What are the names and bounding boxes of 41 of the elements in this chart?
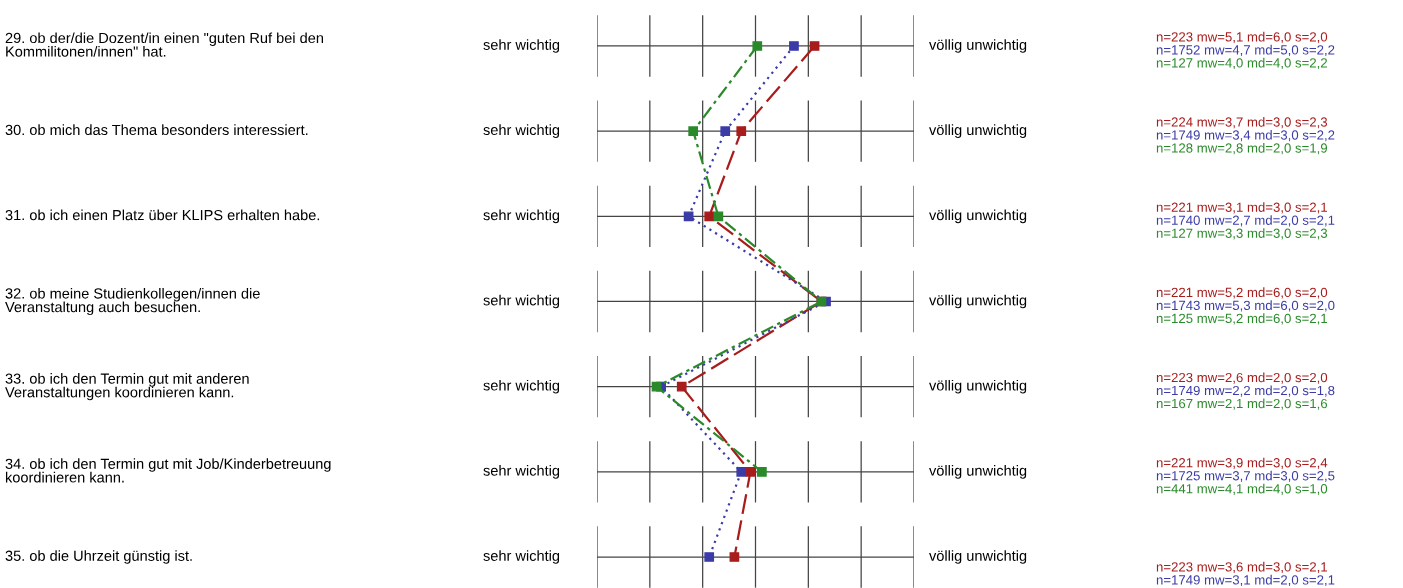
text: sehr wichtig xyxy=(483,209,560,224)
y-tick-label: 29. ob der/die Dozent/in einen "guten Ruf bei den Kommilitonen/innen" hat. xyxy=(5,32,323,57)
y-tick-label: 33. ob ich den Termin gut mit anderen Veranstaltungen koordinieren kann. xyxy=(5,373,249,401)
text: n=1752 mw=4,7 md=5,0 s=2,2 xyxy=(1156,44,1335,57)
text: n=167 mw=2,1 md=2,0 s=1,6 xyxy=(1156,398,1328,410)
text: sehr wichtig xyxy=(483,465,560,479)
text: völlig unwichtig xyxy=(929,379,1027,394)
text: n=127 mw=3,3 md=3,0 s=2,3 xyxy=(1156,228,1328,240)
text: sehr wichtig xyxy=(483,379,560,394)
text: völlig unwichtig xyxy=(929,124,1027,138)
text: n=1749 mw=2,2 md=2,0 s=1,8 xyxy=(1156,385,1335,397)
text: n=223 mw=3,6 md=3,0 s=2,1 xyxy=(1156,561,1327,574)
y-tick-label: 35. ob die Uhrzeit günstig ist. xyxy=(5,550,192,564)
text: n=223 mw=2,6 md=2,0 s=2,0 xyxy=(1156,372,1328,384)
text: n=221 mw=5,2 md=6,0 s=2,0 xyxy=(1156,287,1328,299)
text: n=223 mw=5,1 md=6,0 s=2,0 xyxy=(1156,31,1328,44)
text: n=127 mw=4,0 md=4,0 s=2,2 xyxy=(1156,57,1327,70)
y-tick-label: 34. ob ich den Termin gut mit Job/Kinderbetreuung koordinieren kann. xyxy=(5,458,331,483)
text: n=441 mw=4,1 md=4,0 s=1,0 xyxy=(1156,483,1328,495)
y-tick-label: 30. ob mich das Thema besonders interessiert. xyxy=(5,124,308,136)
text: n=1749 mw=3,4 md=3,0 s=2,2 xyxy=(1156,130,1335,142)
text: n=1749 mw=3,1 md=2,0 s=2,1 xyxy=(1156,574,1335,587)
text: völlig unwichtig xyxy=(929,465,1027,479)
text: n=224 mw=3,7 md=3,0 s=2,3 xyxy=(1156,117,1328,129)
text: sehr wichtig xyxy=(483,550,560,564)
y-tick-label: 31. ob ich einen Platz über KLIPS erhalten habe. xyxy=(5,209,320,221)
text: n=125 mw=5,2 md=6,0 s=2,1 xyxy=(1156,313,1327,325)
text: völlig unwichtig xyxy=(929,209,1027,224)
text: n=221 mw=3,1 md=3,0 s=2,1 xyxy=(1156,202,1327,214)
text: sehr wichtig xyxy=(483,39,560,53)
text: völlig unwichtig xyxy=(929,39,1027,53)
text: n=1740 mw=2,7 md=2,0 s=2,1 xyxy=(1156,215,1335,227)
text: n=128 mw=2,8 md=2,0 s=1,9 xyxy=(1156,143,1328,155)
text: n=1725 mw=3,7 md=3,0 s=2,5 xyxy=(1156,470,1335,482)
text: sehr wichtig xyxy=(483,294,560,309)
text: n=1743 mw=5,3 md=6,0 s=2,0 xyxy=(1156,300,1335,312)
y-tick-label: 32. ob meine Studienkollegen/innen die Veranstaltung auch besuchen. xyxy=(5,287,260,316)
text: sehr wichtig xyxy=(483,124,560,138)
text: n=221 mw=3,9 md=3,0 s=2,4 xyxy=(1156,457,1328,469)
text: völlig unwichtig xyxy=(929,294,1027,309)
text: völlig unwichtig xyxy=(929,550,1027,564)
